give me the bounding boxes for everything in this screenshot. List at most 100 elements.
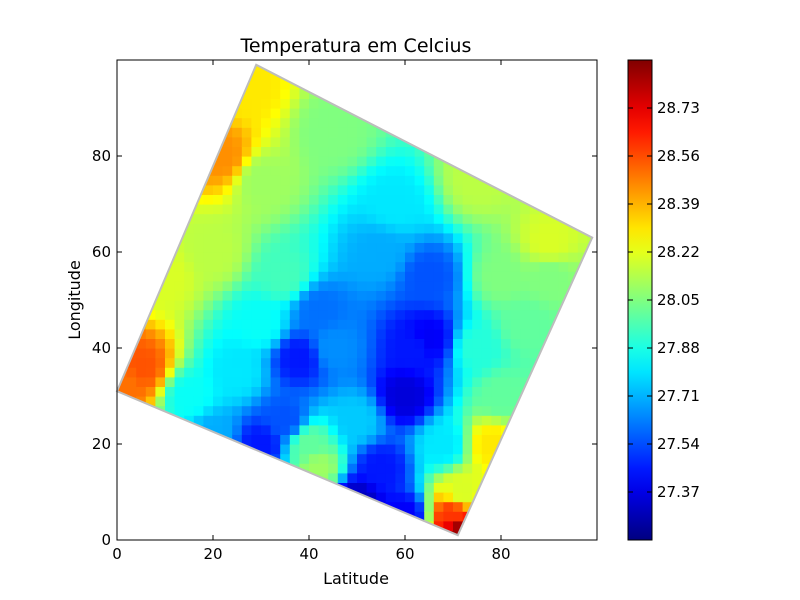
heatmap-cell <box>328 242 339 253</box>
heatmap-cell <box>481 98 492 109</box>
heatmap-cell <box>347 328 358 339</box>
heatmap-cell <box>136 453 147 464</box>
heatmap-cell <box>241 184 252 195</box>
heatmap-cell <box>165 396 176 407</box>
heatmap-cell <box>568 69 579 80</box>
heatmap-cell <box>318 328 329 339</box>
heatmap-cell <box>472 204 483 215</box>
heatmap-cell <box>126 271 137 282</box>
heatmap-cell <box>376 444 387 455</box>
heatmap-cell <box>203 501 214 512</box>
heatmap-cell <box>193 252 204 263</box>
heatmap-cell <box>462 242 473 253</box>
heatmap-cell <box>577 184 588 195</box>
heatmap-cell <box>184 156 195 167</box>
heatmap-cell <box>309 64 320 71</box>
heatmap-cell <box>309 290 320 301</box>
heatmap-cell <box>184 405 195 416</box>
heatmap-cell <box>155 386 166 397</box>
heatmap-cell <box>558 472 569 483</box>
heatmap-cell <box>558 424 569 435</box>
heatmap-cell <box>145 472 156 483</box>
heatmap-cell <box>232 348 243 359</box>
heatmap-cell <box>462 204 473 215</box>
heatmap-cell <box>222 444 233 455</box>
heatmap-cell <box>337 213 348 224</box>
heatmap-cell <box>357 424 368 435</box>
heatmap-cell <box>433 79 444 90</box>
heatmap-cell <box>193 98 204 109</box>
heatmap-cell <box>443 357 454 368</box>
heatmap-cell <box>289 117 300 128</box>
heatmap-cell <box>501 338 512 349</box>
heatmap-cell <box>155 501 166 512</box>
heatmap-cell <box>117 463 128 474</box>
heatmap-cell <box>414 136 425 147</box>
heatmap-cell <box>558 434 569 445</box>
heatmap-cell <box>558 146 569 157</box>
heatmap-cell <box>328 290 339 301</box>
heatmap-cell <box>174 127 185 138</box>
heatmap-cell <box>328 204 339 215</box>
heatmap-cell <box>510 223 521 234</box>
heatmap-cell <box>481 338 492 349</box>
heatmap-cell <box>549 520 560 531</box>
heatmap-cell <box>529 472 540 483</box>
heatmap-cell <box>385 146 396 157</box>
heatmap-cell <box>136 127 147 138</box>
heatmap-cell <box>241 271 252 282</box>
y-tick-label: 0 <box>101 531 111 549</box>
heatmap-cell <box>145 501 156 512</box>
heatmap-cell <box>510 271 521 282</box>
heatmap-cell <box>357 146 368 157</box>
heatmap-cell <box>376 492 387 503</box>
heatmap-cell <box>126 146 137 157</box>
heatmap-cell <box>232 472 243 483</box>
heatmap-cell <box>424 252 435 263</box>
heatmap-cell <box>136 108 147 119</box>
heatmap-cell <box>357 271 368 282</box>
heatmap-cell <box>328 348 339 359</box>
heatmap-cell <box>270 213 281 224</box>
heatmap-cell <box>261 511 272 522</box>
heatmap-cell <box>184 357 195 368</box>
heatmap-cell <box>155 376 166 387</box>
heatmap-cell <box>385 396 396 407</box>
heatmap-cell <box>481 204 492 215</box>
heatmap-cell <box>222 252 233 263</box>
heatmap-cell <box>155 261 166 272</box>
heatmap-cell <box>366 396 377 407</box>
heatmap-cell <box>568 453 579 464</box>
heatmap-cell <box>117 300 128 311</box>
heatmap-cell <box>357 290 368 301</box>
heatmap-cell <box>184 511 195 522</box>
heatmap-cell <box>299 348 310 359</box>
heatmap-cell <box>424 204 435 215</box>
heatmap-cell <box>299 501 310 512</box>
heatmap-cell <box>366 79 377 90</box>
heatmap-cell <box>280 530 291 536</box>
heatmap-cell <box>222 223 233 234</box>
heatmap-cell <box>280 146 291 157</box>
heatmap-cell <box>232 376 243 387</box>
heatmap-cell <box>529 271 540 282</box>
heatmap-cell <box>203 290 214 301</box>
heatmap-cell <box>520 117 531 128</box>
heatmap-cell <box>337 376 348 387</box>
heatmap-cell <box>328 127 339 138</box>
heatmap-cell <box>126 501 137 512</box>
heatmap-cell <box>289 319 300 330</box>
heatmap-cell <box>289 357 300 368</box>
heatmap-cell <box>261 165 272 176</box>
heatmap-cell <box>414 415 425 426</box>
heatmap-cell <box>433 232 444 243</box>
heatmap-cell <box>443 367 454 378</box>
heatmap-cell <box>232 64 243 71</box>
heatmap-cell <box>193 501 204 512</box>
heatmap-cell <box>357 204 368 215</box>
heatmap-cell <box>289 309 300 320</box>
heatmap-cell <box>433 444 444 455</box>
heatmap-cell <box>174 482 185 493</box>
heatmap-cell <box>433 348 444 359</box>
heatmap-cell <box>232 434 243 445</box>
